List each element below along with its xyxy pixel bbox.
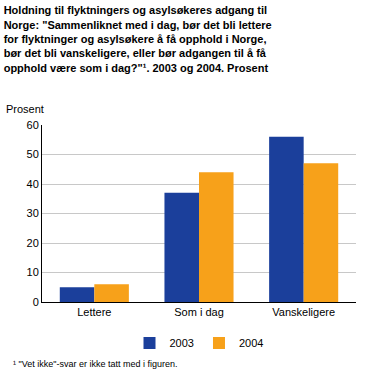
svg-text:50: 50 [27,148,39,160]
svg-text:Prosent: Prosent [6,103,44,115]
svg-text:10: 10 [27,266,39,278]
svg-text:2004: 2004 [239,337,263,349]
svg-text:2003: 2003 [170,337,194,349]
svg-text:¹ "Vet ikke"-svar er ikke tatt: ¹ "Vet ikke"-svar er ikke tatt med i fig… [13,359,177,369]
svg-text:Holdning til flyktningers og a: Holdning til flyktningers og asylsøkeres… [4,4,272,73]
svg-text:Vanskeligere: Vanskeligere [272,306,335,318]
svg-text:Som i dag: Som i dag [174,306,224,318]
svg-text:0: 0 [33,296,39,308]
svg-text:40: 40 [27,178,39,190]
svg-text:30: 30 [27,207,39,219]
svg-text:20: 20 [27,237,39,249]
svg-text:Lettere: Lettere [77,306,111,318]
svg-text:60: 60 [27,119,39,131]
